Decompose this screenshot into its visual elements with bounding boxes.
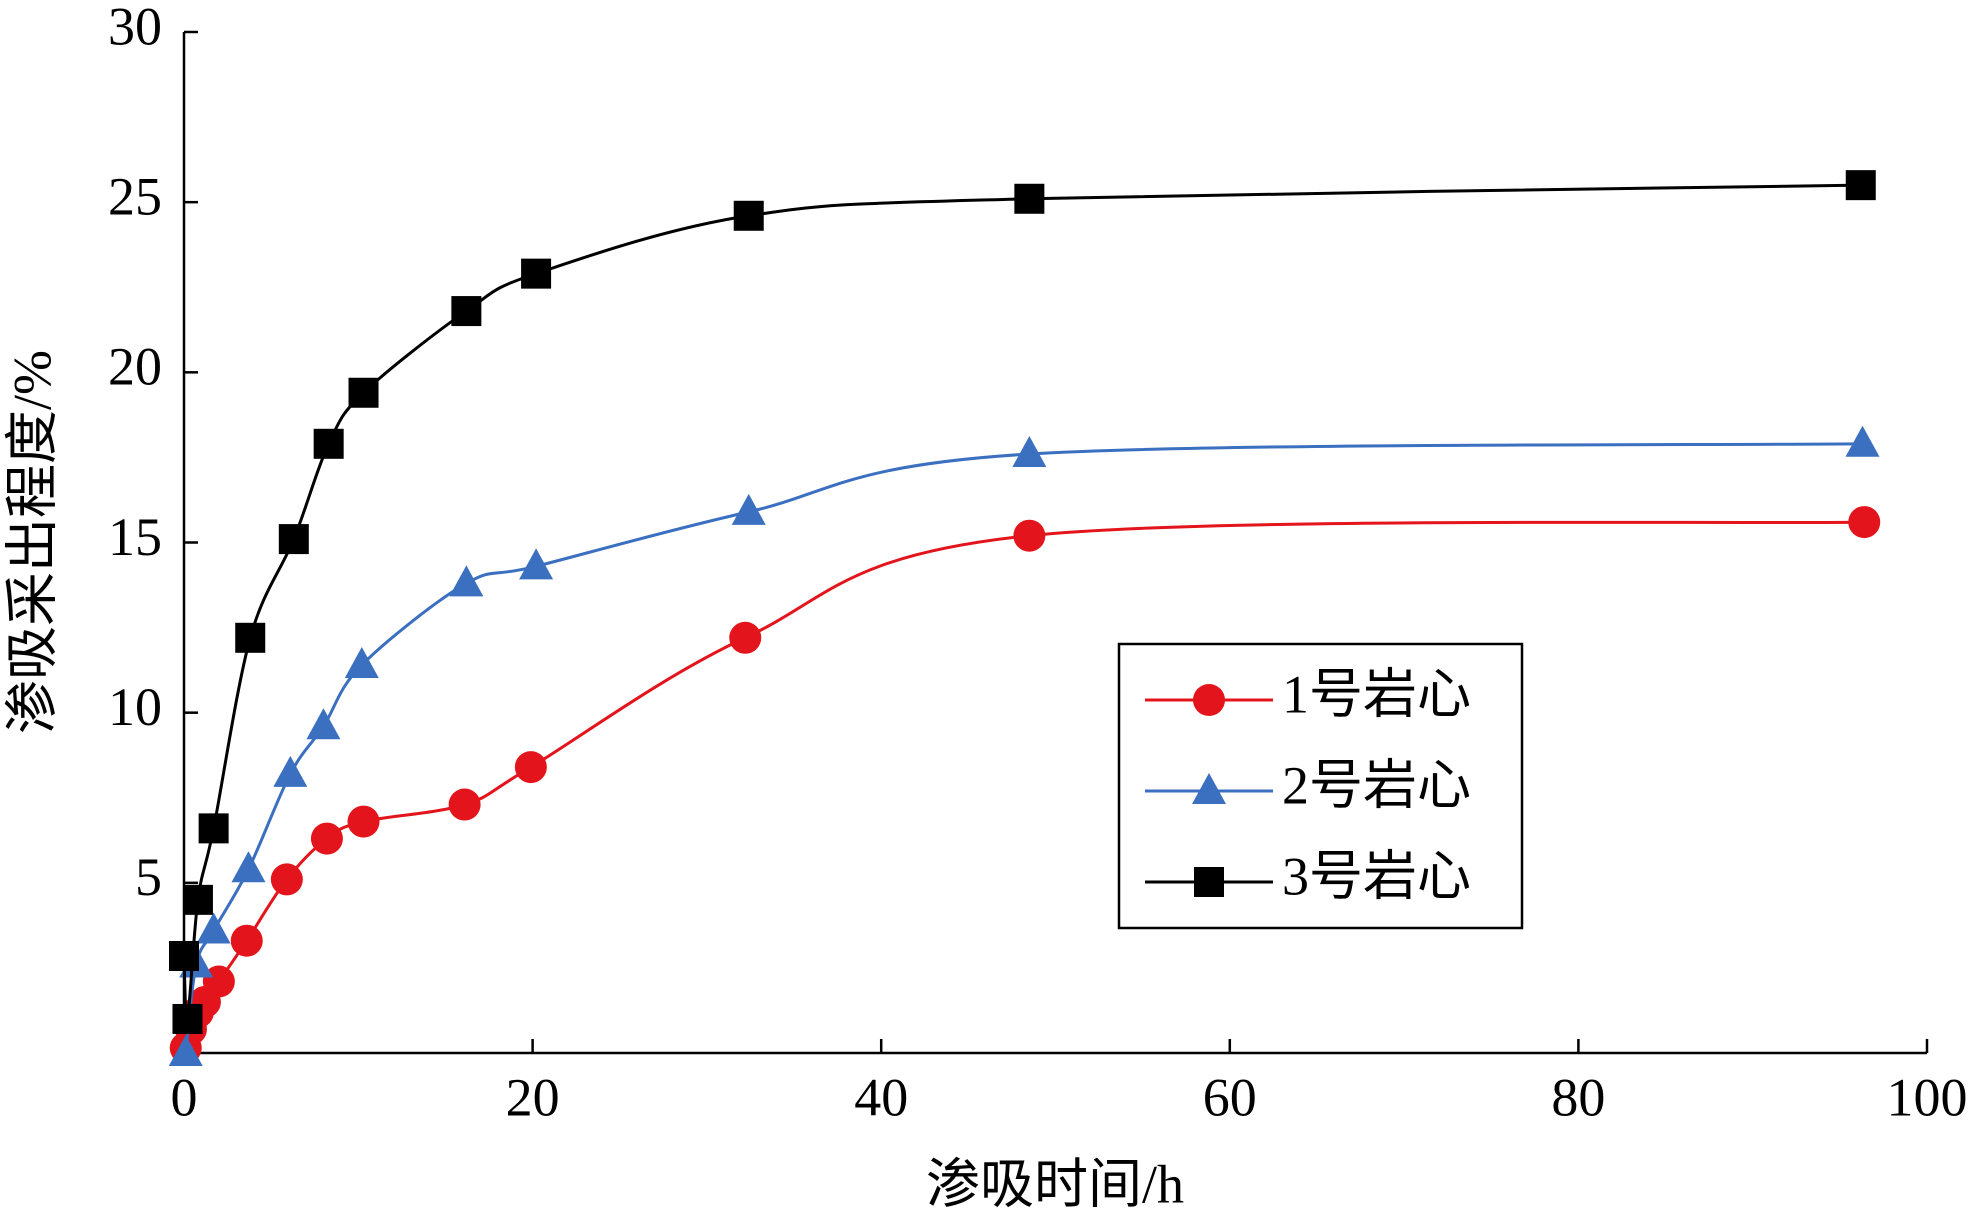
marker	[514, 751, 547, 784]
marker	[1194, 867, 1224, 897]
marker	[729, 621, 762, 654]
x-tick-label: 100	[1887, 1067, 1968, 1127]
marker	[313, 428, 344, 459]
marker	[344, 647, 379, 679]
marker	[270, 863, 303, 896]
y-tick-label: 5	[135, 847, 162, 907]
marker	[519, 548, 554, 580]
y-tick-label: 10	[108, 677, 162, 737]
marker	[448, 788, 481, 821]
marker	[347, 805, 380, 838]
x-axis-label: 渗吸时间/h	[926, 1154, 1184, 1214]
legend-label: 3号岩心	[1282, 846, 1471, 906]
marker	[1845, 425, 1880, 457]
marker	[230, 924, 263, 957]
marker	[1192, 773, 1226, 804]
marker	[235, 622, 266, 653]
marker	[1012, 436, 1047, 468]
marker	[1845, 170, 1876, 201]
legend-label: 1号岩心	[1282, 664, 1471, 724]
marker	[198, 813, 229, 844]
y-tick-label: 20	[108, 337, 162, 397]
marker	[1848, 506, 1881, 539]
marker	[168, 1035, 203, 1066]
x-tick-label: 80	[1551, 1067, 1605, 1127]
marker	[1013, 519, 1046, 552]
y-axis-label: 渗吸采出程度/%	[2, 350, 62, 734]
marker	[348, 377, 379, 408]
marker	[182, 884, 213, 915]
marker	[521, 258, 552, 289]
marker	[231, 851, 266, 883]
marker	[306, 708, 341, 740]
marker	[169, 941, 199, 972]
y-tick-label: 30	[108, 0, 162, 56]
x-tick-label: 40	[854, 1067, 908, 1127]
marker	[278, 524, 309, 555]
marker	[731, 493, 766, 525]
y-tick-label: 25	[108, 167, 162, 227]
marker	[451, 296, 482, 327]
marker	[273, 755, 308, 787]
marker	[449, 565, 484, 597]
x-tick-label: 0	[171, 1067, 198, 1127]
marker	[310, 822, 343, 855]
marker	[196, 912, 231, 944]
y-tick-label: 15	[108, 507, 162, 567]
marker	[1193, 684, 1225, 716]
marker	[733, 200, 764, 231]
x-tick-label: 20	[506, 1067, 560, 1127]
x-tick-label: 60	[1203, 1067, 1257, 1127]
marker	[172, 1003, 203, 1034]
marker	[1014, 183, 1045, 214]
legend-label: 2号岩心	[1282, 755, 1471, 815]
